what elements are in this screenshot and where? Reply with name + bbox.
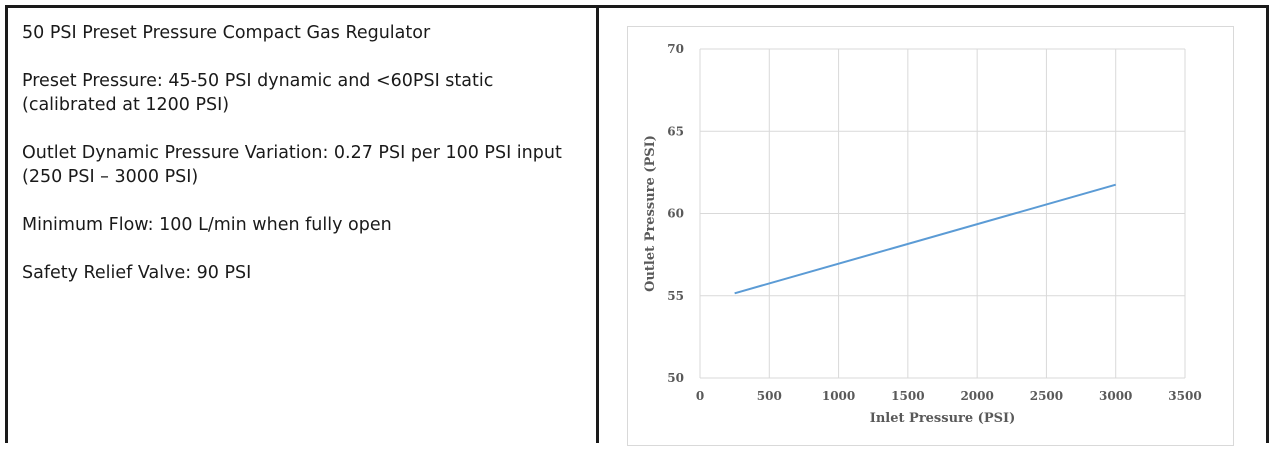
y-axis-label: Outlet Pressure (PSI) (643, 135, 658, 292)
y-tick-label: 60 (667, 207, 684, 221)
x-tick-label: 1000 (822, 389, 855, 403)
spec-minimum-flow: Minimum Flow: 100 L/min when fully open (22, 215, 392, 235)
y-tick-label: 70 (667, 42, 684, 56)
y-tick-labels: 50 55 60 65 70 (667, 42, 684, 385)
y-gridlines (700, 48, 1185, 379)
x-tick-labels: 0 500 1000 1500 2000 2500 3000 3500 (696, 389, 1202, 403)
spec-title: 50 PSI Preset Pressure Compact Gas Regul… (22, 23, 431, 43)
series-line (734, 183, 1116, 295)
x-tick-label: 2000 (960, 389, 993, 403)
spec-table: 50 PSI Preset Pressure Compact Gas Regul… (5, 5, 1269, 446)
y-tick-label: 65 (667, 124, 684, 138)
pressure-chart: 0 500 1000 1500 2000 2500 3000 3500 5055606570 … (643, 42, 1202, 426)
chart-cell: 0 500 1000 1500 2000 2500 3000 3500 50 55 60 65 70 … (599, 8, 1266, 446)
x-tick-label: 2500 (1030, 389, 1063, 403)
y-tick-label: 50 (667, 371, 684, 385)
spec-preset-pressure: Preset Pressure: 45-50 PSI dynamic and <… (22, 71, 494, 115)
spec-text-cell: 50 PSI Preset Pressure Compact Gas Regul… (8, 8, 599, 443)
series-group (734, 183, 1116, 295)
y-tick-label: 55 (667, 289, 684, 303)
chart-area: 0 500 1000 1500 2000 2500 3000 3500 50 55 60 65 70 … (627, 26, 1234, 446)
x-tick-label: 500 (757, 389, 782, 403)
x-tick-label: 3500 (1168, 389, 1201, 403)
spec-pressure-variation: Outlet Dynamic Pressure Variation: 0.27 … (22, 143, 562, 187)
x-tick-label: 1500 (891, 389, 924, 403)
spec-relief-valve: Safety Relief Valve: 90 PSI (22, 263, 252, 283)
x-tick-label: 0 (696, 389, 704, 403)
x-tick-label: 3000 (1099, 389, 1132, 403)
x-axis-label: Inlet Pressure (PSI) (870, 411, 1015, 426)
